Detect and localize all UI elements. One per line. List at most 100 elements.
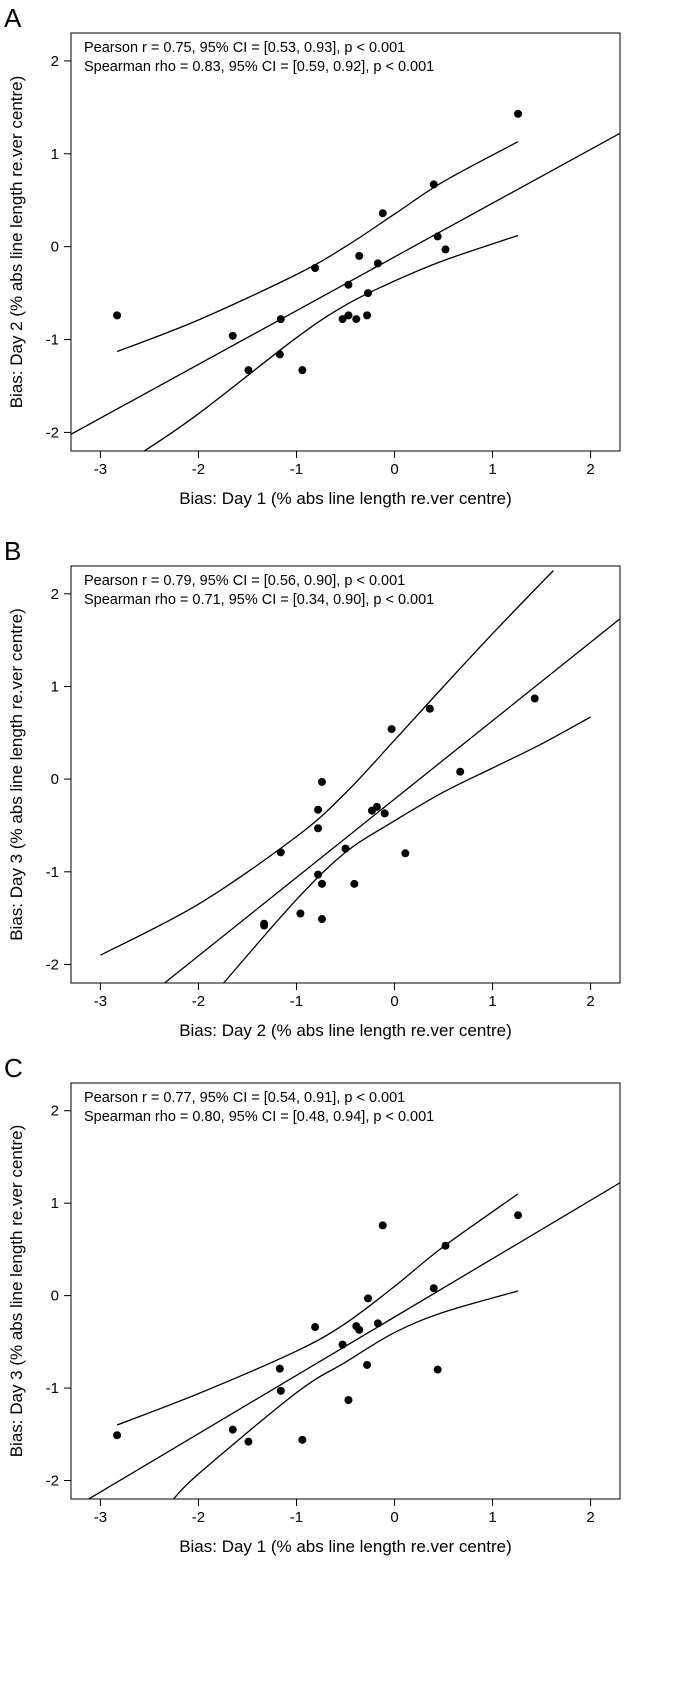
- data-point: [514, 109, 523, 118]
- data-point: [113, 1431, 122, 1440]
- ci-upper-line: [116, 1193, 519, 1426]
- y-axis-label: Bias: Day 3 (% abs line length re.ver ce…: [7, 608, 26, 941]
- y-tick-label: -2: [46, 1473, 59, 1490]
- plot-frame: [70, 32, 621, 452]
- x-axis-label: Bias: Day 1 (% abs line length re.ver ce…: [179, 1537, 512, 1556]
- data-point: [355, 251, 364, 260]
- x-tick-label: 0: [390, 993, 398, 1010]
- data-point: [113, 311, 122, 320]
- x-tick-label: 0: [390, 1509, 398, 1526]
- data-point: [352, 315, 361, 324]
- data-point: [429, 180, 438, 189]
- data-point: [363, 1360, 372, 1369]
- stats-annotation: Pearson r = 0.79, 95% CI = [0.56, 0.90],…: [84, 573, 405, 589]
- regression-lines: [87, 1182, 620, 1499]
- regression-lines: [71, 132, 620, 451]
- y-tick-label: 1: [51, 678, 59, 695]
- data-point: [314, 824, 323, 833]
- data-point: [514, 1211, 523, 1220]
- data-point: [441, 1241, 450, 1250]
- data-point: [311, 264, 320, 273]
- x-tick-label: -1: [290, 993, 303, 1010]
- data-point: [296, 909, 305, 918]
- x-tick-label: -1: [290, 461, 303, 478]
- data-point: [344, 311, 353, 320]
- data-point: [311, 1323, 320, 1332]
- y-tick-label: 2: [51, 53, 59, 70]
- plot-frame: [70, 565, 621, 984]
- data-point: [425, 704, 434, 713]
- data-point: [314, 870, 323, 879]
- data-point: [314, 805, 323, 814]
- x-axis-label: Bias: Day 1 (% abs line length re.ver ce…: [179, 489, 512, 508]
- y-tick-label: -2: [46, 956, 59, 973]
- data-point: [378, 209, 387, 218]
- y-tick-label: 0: [51, 771, 59, 788]
- data-point: [530, 694, 539, 703]
- x-tick-label: 1: [488, 1509, 496, 1526]
- data-point: [364, 289, 373, 298]
- data-point: [433, 1365, 442, 1374]
- stats-annotation: Spearman rho = 0.83, 95% CI = [0.59, 0.9…: [84, 59, 434, 75]
- y-tick-label: 0: [51, 1288, 59, 1305]
- y-tick-label: 2: [51, 586, 59, 603]
- data-point: [338, 1340, 347, 1349]
- data-point: [276, 848, 285, 857]
- chart-panel-a: A -3 -2 -1 0 1 2 -2 -1 0 1 2 Bias: Day 1 (% abs line…: [4, 3, 621, 508]
- data-point: [363, 311, 372, 320]
- data-point: [344, 280, 353, 289]
- y-axis-label: Bias: Day 3 (% abs line length re.ver ce…: [7, 1125, 26, 1458]
- data-point: [373, 1319, 382, 1328]
- data-point: [364, 1294, 373, 1303]
- x-tick-label: -2: [192, 1509, 205, 1526]
- y-tick-label: -2: [46, 424, 59, 441]
- data-point: [344, 1396, 353, 1405]
- data-point: [373, 259, 382, 268]
- y-tick-label: 2: [51, 1103, 59, 1120]
- x-tick-label: -3: [94, 993, 107, 1010]
- data-point: [355, 1325, 364, 1334]
- x-tick-label: -1: [290, 1509, 303, 1526]
- x-tick-label: 2: [586, 1509, 594, 1526]
- ci-lower-line: [172, 1290, 519, 1499]
- x-tick-label: 2: [586, 993, 594, 1010]
- y-tick-label: -1: [46, 332, 59, 349]
- regression-lines: [100, 570, 620, 983]
- x-tick-label: -2: [192, 461, 205, 478]
- regression-line: [87, 1182, 620, 1499]
- x-tick-label: -2: [192, 993, 205, 1010]
- ci-lower-line: [222, 716, 591, 983]
- plot-frame: [70, 1082, 621, 1500]
- data-point: [276, 1386, 285, 1395]
- data-point: [244, 366, 253, 375]
- data-point: [298, 366, 307, 375]
- x-axis-label: Bias: Day 2 (% abs line length re.ver ce…: [179, 1021, 512, 1040]
- data-point: [317, 777, 326, 786]
- stats-annotation: Pearson r = 0.77, 95% CI = [0.54, 0.91],…: [84, 1090, 405, 1106]
- panel-letter: B: [4, 536, 21, 566]
- data-point: [429, 1284, 438, 1293]
- ci-lower-line: [143, 234, 519, 451]
- y-axis-label: Bias: Day 2 (% abs line length re.ver ce…: [7, 76, 26, 409]
- data-point: [228, 1425, 237, 1434]
- data-point: [350, 879, 359, 888]
- data-point: [228, 331, 237, 340]
- y-tick-label: 1: [51, 1195, 59, 1212]
- x-tick-label: 0: [390, 461, 398, 478]
- data-point: [298, 1435, 307, 1444]
- data-point: [401, 849, 410, 858]
- x-tick-label: 1: [488, 461, 496, 478]
- data-point: [456, 767, 465, 776]
- data-point: [317, 915, 326, 924]
- panel-letter: C: [4, 1053, 23, 1083]
- data-point: [433, 232, 442, 241]
- regression-line: [163, 618, 620, 983]
- data-point: [244, 1437, 253, 1446]
- ci-upper-line: [100, 570, 554, 956]
- data-point: [378, 1221, 387, 1230]
- x-tick-label: 1: [488, 993, 496, 1010]
- data-point: [441, 245, 450, 254]
- data-point: [275, 350, 284, 359]
- data-point: [380, 809, 389, 818]
- stats-annotation: Spearman rho = 0.71, 95% CI = [0.34, 0.9…: [84, 592, 434, 608]
